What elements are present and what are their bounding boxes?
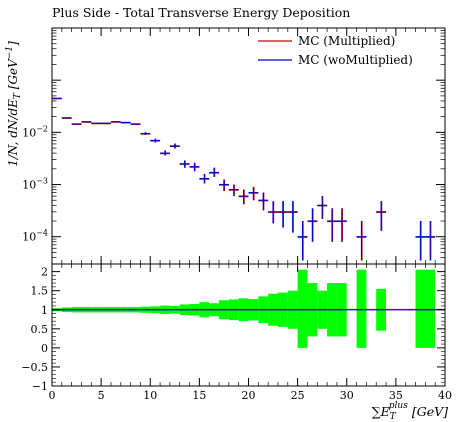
data-point-womultiplied: [219, 179, 229, 192]
x-tick-label: 40: [438, 389, 452, 402]
data-point-womultiplied: [248, 186, 259, 201]
x-tick-label: 30: [340, 389, 354, 402]
data-point-womultiplied: [238, 189, 249, 205]
data-point-womultiplied: [228, 184, 239, 197]
x-tick-label: 25: [291, 389, 305, 402]
y-tick-label: 10−3: [22, 177, 48, 192]
data-point-womultiplied: [169, 143, 180, 149]
y-tick-label: 10−4: [22, 229, 48, 244]
data-point-womultiplied: [307, 208, 318, 242]
x-tick-label: 35: [389, 389, 403, 402]
data-point-womultiplied: [150, 138, 161, 143]
data-point-womultiplied: [209, 167, 220, 177]
ratio-y-tick-label: −0.5: [21, 361, 48, 374]
data-point-womultiplied: [287, 201, 298, 233]
data-point-womultiplied: [140, 132, 151, 135]
data-point-womultiplied: [425, 221, 436, 261]
ratio-y-tick-label: 0: [41, 342, 48, 355]
x-axis-label: ∑ETplus [GeV]: [372, 401, 448, 422]
data-point-womultiplied: [336, 208, 347, 242]
legend-label-womultiplied: MC (woMultiplied): [298, 53, 413, 67]
x-tick-label: 20: [242, 389, 256, 402]
ratio-y-tick-label: 1: [41, 304, 48, 317]
data-point-womultiplied: [376, 201, 387, 231]
ratio-plot-panel: 0 5 10 15 20 25 30 35 40 2 1.5 1 0.5 0 −0.5 −1: [21, 263, 452, 402]
x-tick-label: 0: [49, 389, 56, 402]
ratio-y-tick-label: 1.5: [31, 285, 49, 298]
data-point-womultiplied: [179, 160, 190, 168]
x-tick-label: 5: [98, 389, 105, 402]
data-point-womultiplied: [356, 221, 367, 261]
data-point-womultiplied: [189, 162, 200, 172]
x-tick-label: 10: [143, 389, 157, 402]
y-axis-label: 1/N, dN/dET [GeV−1]: [5, 41, 23, 167]
data-point-womultiplied: [160, 150, 170, 156]
ratio-band: [297, 269, 308, 348]
data-point-womultiplied: [415, 221, 426, 261]
x-tick-label: 15: [192, 389, 206, 402]
ratio-y-tick-label: 0.5: [31, 323, 49, 336]
data-point-womultiplied: [277, 201, 288, 228]
main-plot-panel: 10−4 10−3 10−2: [22, 27, 446, 265]
y-tick-label: 10−2: [22, 124, 48, 139]
chart-title: Plus Side - Total Transverse Energy Depo…: [52, 5, 350, 20]
data-point-womultiplied: [297, 221, 308, 261]
legend-label-multiplied: MC (Multiplied): [298, 34, 395, 48]
data-point-womultiplied: [258, 192, 269, 211]
data-point-womultiplied: [199, 173, 210, 184]
ratio-y-tick-label: −1: [32, 380, 48, 393]
ratio-band: [356, 269, 367, 348]
data-point-womultiplied: [268, 201, 278, 224]
ratio-band: [415, 269, 436, 348]
ratio-y-tick-label: 2: [41, 266, 48, 279]
legend: MC (Multiplied) MC (woMultiplied): [258, 34, 413, 67]
data-point-womultiplied: [317, 196, 328, 219]
data-point-womultiplied: [327, 208, 337, 242]
